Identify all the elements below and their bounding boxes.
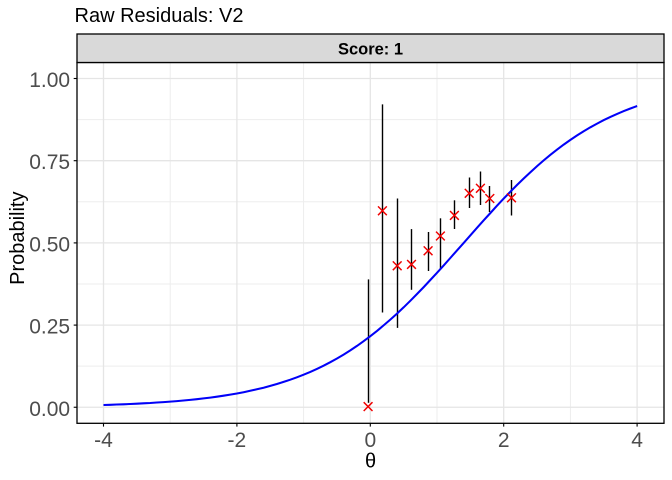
svg-text:4: 4 [631, 429, 643, 452]
svg-text:Probability: Probability [7, 192, 29, 285]
svg-text:0.50: 0.50 [29, 233, 70, 256]
svg-text:0.25: 0.25 [29, 316, 70, 339]
svg-text:θ: θ [365, 451, 376, 473]
svg-text:2: 2 [498, 429, 510, 452]
svg-text:Raw Residuals: V2: Raw Residuals: V2 [75, 5, 244, 27]
svg-text:0: 0 [364, 429, 376, 452]
svg-text:0.00: 0.00 [29, 398, 70, 421]
svg-text:0.75: 0.75 [29, 151, 70, 174]
svg-text:-2: -2 [228, 429, 247, 452]
svg-text:1.00: 1.00 [29, 69, 70, 92]
svg-text:-4: -4 [94, 429, 113, 452]
svg-text:Score: 1: Score: 1 [338, 41, 403, 59]
